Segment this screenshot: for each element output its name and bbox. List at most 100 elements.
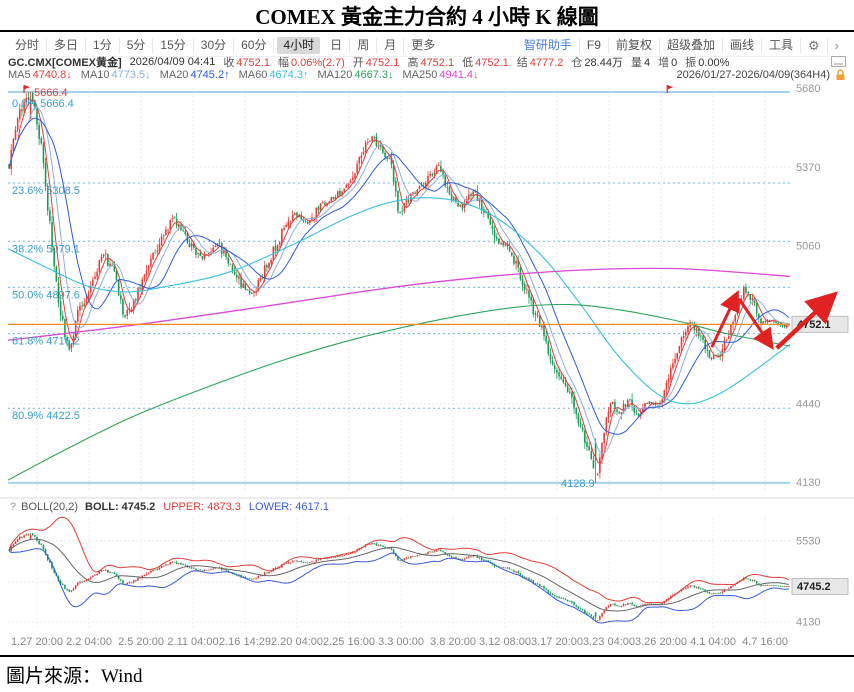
period-tab-1分[interactable]: 1分 xyxy=(86,38,120,53)
quote-field-高: 高 4752.1 xyxy=(407,56,455,69)
chart-text: 5666.4 xyxy=(34,87,68,99)
period-tab-日[interactable]: 日 xyxy=(323,38,351,53)
quote-field-低: 低 4752.1 xyxy=(462,56,509,69)
chart-text: 23.6% 5308.5 xyxy=(12,185,80,197)
chart-text: 50.0% 4897.6 xyxy=(12,289,80,301)
chart-text: 61.8% 4716.2 xyxy=(12,336,80,348)
chart-text: 2.11 04:00 xyxy=(167,636,218,648)
quote-datetime: 2026/04/09 04:41 xyxy=(129,55,216,68)
image-source-caption: 圖片來源：Wind xyxy=(6,666,143,687)
help-icon[interactable]: ? xyxy=(10,501,17,513)
chart-text: 3.3 00:00 xyxy=(378,636,424,648)
trend-arrow-annotations[interactable] xyxy=(710,290,838,350)
ma-value-MA20: MA20 4745.2↑ xyxy=(159,68,230,81)
period-tab-月[interactable]: 月 xyxy=(377,38,405,53)
chart-text: 4.1 04:00 xyxy=(690,636,736,648)
period-tab-更多[interactable]: 更多 xyxy=(411,38,436,52)
boll-upper-label: UPPER: xyxy=(163,501,205,513)
quote-field-振: 振 0.00% xyxy=(685,56,730,69)
f9-button[interactable]: F9 xyxy=(580,38,609,53)
quote-info-bar: GC.CMX[COMEX黄金] 2026/04/09 04:41 收 4752.1… xyxy=(8,54,846,70)
chart-text: 4130 xyxy=(796,477,820,489)
boll-indicator-header: ? BOLL(20,2) BOLL: 4745.2 UPPER: 4873.3 … xyxy=(10,501,332,513)
boll-mid-value: 4745.2 xyxy=(121,501,156,513)
ma-value-MA60: MA60 4674.3↑ xyxy=(238,68,309,81)
chart-text: 3.26 20:00 xyxy=(635,636,687,648)
boll-bands xyxy=(8,516,790,624)
period-tabs: 分时 多日 1分 5分 15分 30分 60分 4小时日周月更多 xyxy=(8,37,442,54)
boll-upper-value: 4873.3 xyxy=(207,501,241,513)
boll-mid-label: BOLL: xyxy=(85,501,119,513)
period-tab-60分[interactable]: 60分 xyxy=(234,38,275,53)
chart-text: 2.5 20:00 xyxy=(118,636,164,648)
ma-value-MA5: MA5 4740.8↓ xyxy=(8,68,72,81)
event-flag-icons xyxy=(23,85,674,93)
chart-text: 5060 xyxy=(796,241,820,253)
lock-icon[interactable] xyxy=(835,68,846,81)
ma-value-MA120: MA120 4667.3↓ xyxy=(317,68,394,81)
toolbar-actions: 智研助手 F9 前复权 超级叠加 画线 工具 ⚙ › xyxy=(517,38,846,53)
chart-text: 38.2% 5079.1 xyxy=(12,243,80,255)
fibonacci-labels: 0.0% 5666.4 23.6% 5308.5 38.2% 5079.1 50.0%… xyxy=(12,87,595,490)
period-tab-分时[interactable]: 分时 xyxy=(8,38,48,53)
quote-fields: 收 4752.1 幅 0.06%(2.7) 开 4752.1 高 4752.1 低 4752.1 结… xyxy=(223,54,737,70)
chevron-right-icon[interactable]: › xyxy=(834,38,839,53)
chart-text: 4.7 16:00 xyxy=(742,636,788,648)
high-low-lines xyxy=(8,91,790,484)
chart-text: 4130 xyxy=(796,616,820,628)
chart-text: 5370 xyxy=(796,162,820,174)
chart-text: 3.17 20:00 xyxy=(531,636,583,648)
quote-field-幅: 幅 0.06%(2.7) xyxy=(277,56,345,69)
chart-text: 4745.2 xyxy=(797,581,831,593)
period-tab-15分[interactable]: 15分 xyxy=(153,38,194,53)
chart-text: 3.23 04:00 xyxy=(583,636,635,648)
chart-text: 2.16 14:29 xyxy=(219,636,271,648)
chart-text: 5680 xyxy=(796,83,820,95)
ma-indicator-bar: MA5 4740.8↓ MA10 4773.5↓ MA20 4745.2↑ MA60 4674… xyxy=(8,68,846,81)
ma-lines xyxy=(7,99,791,481)
grid-lines xyxy=(0,88,854,628)
chart-text: 3.12 08:00 xyxy=(479,636,531,648)
title-divider xyxy=(0,30,854,32)
draw-line-button[interactable]: 画线 xyxy=(723,38,762,53)
chart-text: 2.2 04:00 xyxy=(66,636,112,648)
period-tab-5分[interactable]: 5分 xyxy=(120,38,154,53)
screenshot-icon[interactable] xyxy=(831,56,846,67)
period-tab-周[interactable]: 周 xyxy=(350,38,378,53)
super-overlay-button[interactable]: 超级叠加 xyxy=(660,38,723,53)
chart-text: 5530 xyxy=(796,535,820,547)
chart-text: 4128.9 xyxy=(561,478,595,490)
forward-adjust-button[interactable]: 前复权 xyxy=(609,38,660,53)
kline-chart-canvas[interactable]: 568053705060444041305530482041301.27 20:… xyxy=(0,82,854,656)
chart-text: 2.25 16:00 xyxy=(323,636,375,648)
axis-labels: 568053705060444041305530482041301.27 20:… xyxy=(11,83,820,648)
gear-icon[interactable]: ⚙ xyxy=(801,38,828,53)
chart-text: 80.9% 4422.5 xyxy=(12,410,80,422)
period-tab-30分[interactable]: 30分 xyxy=(194,38,235,53)
figure-title: COMEX 黃金主力合約 4 小時 K 線圖 xyxy=(255,5,599,29)
quote-field-开: 开 4752.1 xyxy=(352,56,400,69)
date-range-wrap: 2026/01/27-2026/04/09(364H4) xyxy=(676,69,846,81)
ma-values: MA5 4740.8↓ MA10 4773.5↓ MA20 4745.2↑ MA60 4674… xyxy=(8,69,488,81)
boll-name[interactable]: BOLL(20,2) xyxy=(21,501,78,513)
chart-toolbar: 分时 多日 1分 5分 15分 30分 60分 4小时日周月更多 智研助手 F9 前复权 超级叠加画… xyxy=(8,37,846,57)
tools-button[interactable]: 工具 xyxy=(762,38,801,53)
chart-text: 2.20 04:00 xyxy=(271,636,323,648)
boll-lower-value: 4617.1 xyxy=(295,501,329,513)
ai-assistant-button[interactable]: 智研助手 xyxy=(517,38,580,53)
date-range-label: 2026/01/27-2026/04/09(364H4) xyxy=(676,68,830,81)
period-tab-多日[interactable]: 多日 xyxy=(47,38,87,53)
quote-field-仓: 仓 28.44万 xyxy=(571,56,623,69)
chart-text: 1.27 20:00 xyxy=(11,636,63,648)
instrument-symbol: GC.CMX[COMEX黄金] xyxy=(8,56,122,69)
chart-text: 3.8 20:00 xyxy=(430,636,476,648)
period-tab-4小时[interactable]: 4小时 xyxy=(277,37,321,54)
boll-lower-label: LOWER: xyxy=(248,501,293,513)
chart-text: 4440 xyxy=(796,398,820,410)
chart-text: 0.0% 5666.4 xyxy=(12,98,74,110)
ma-value-MA250: MA250 4941.4↓ xyxy=(402,68,479,81)
quote-field-收: 收 4752.1 xyxy=(223,56,270,69)
